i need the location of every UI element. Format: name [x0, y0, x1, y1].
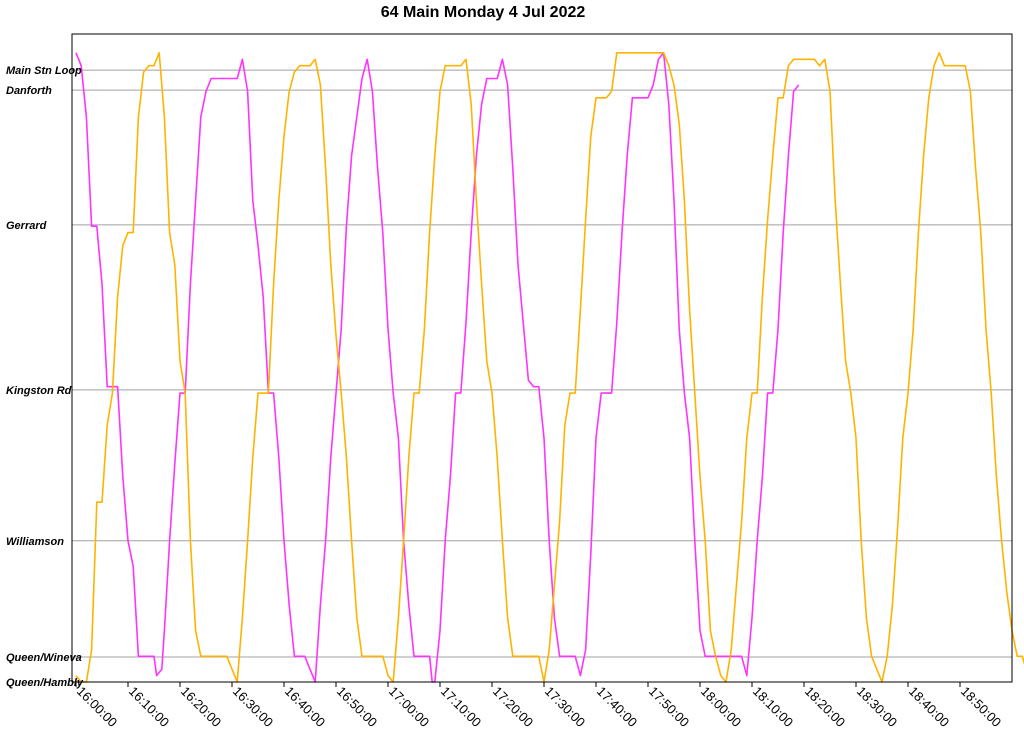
stop-label-1: Danforth	[6, 85, 52, 97]
stop-label-5: Queen/Wineva	[6, 652, 82, 664]
stop-label-3: Kingston Rd	[6, 385, 72, 397]
stop-label-2: Gerrard	[6, 220, 47, 232]
series-line-1	[75, 52, 1024, 683]
plot-border	[71, 33, 1013, 683]
y-axis-stop-labels: Main Stn Loop Danforth Gerrard Kingston Rd W…	[6, 65, 84, 689]
gridlines	[72, 69, 1012, 658]
stop-label-6: Queen/Hambly	[6, 677, 84, 689]
chart-title: 64 Main Monday 4 Jul 2022	[381, 4, 586, 21]
stop-label-4: Williamson	[6, 536, 64, 548]
stop-label-0: Main Stn Loop	[6, 65, 82, 77]
